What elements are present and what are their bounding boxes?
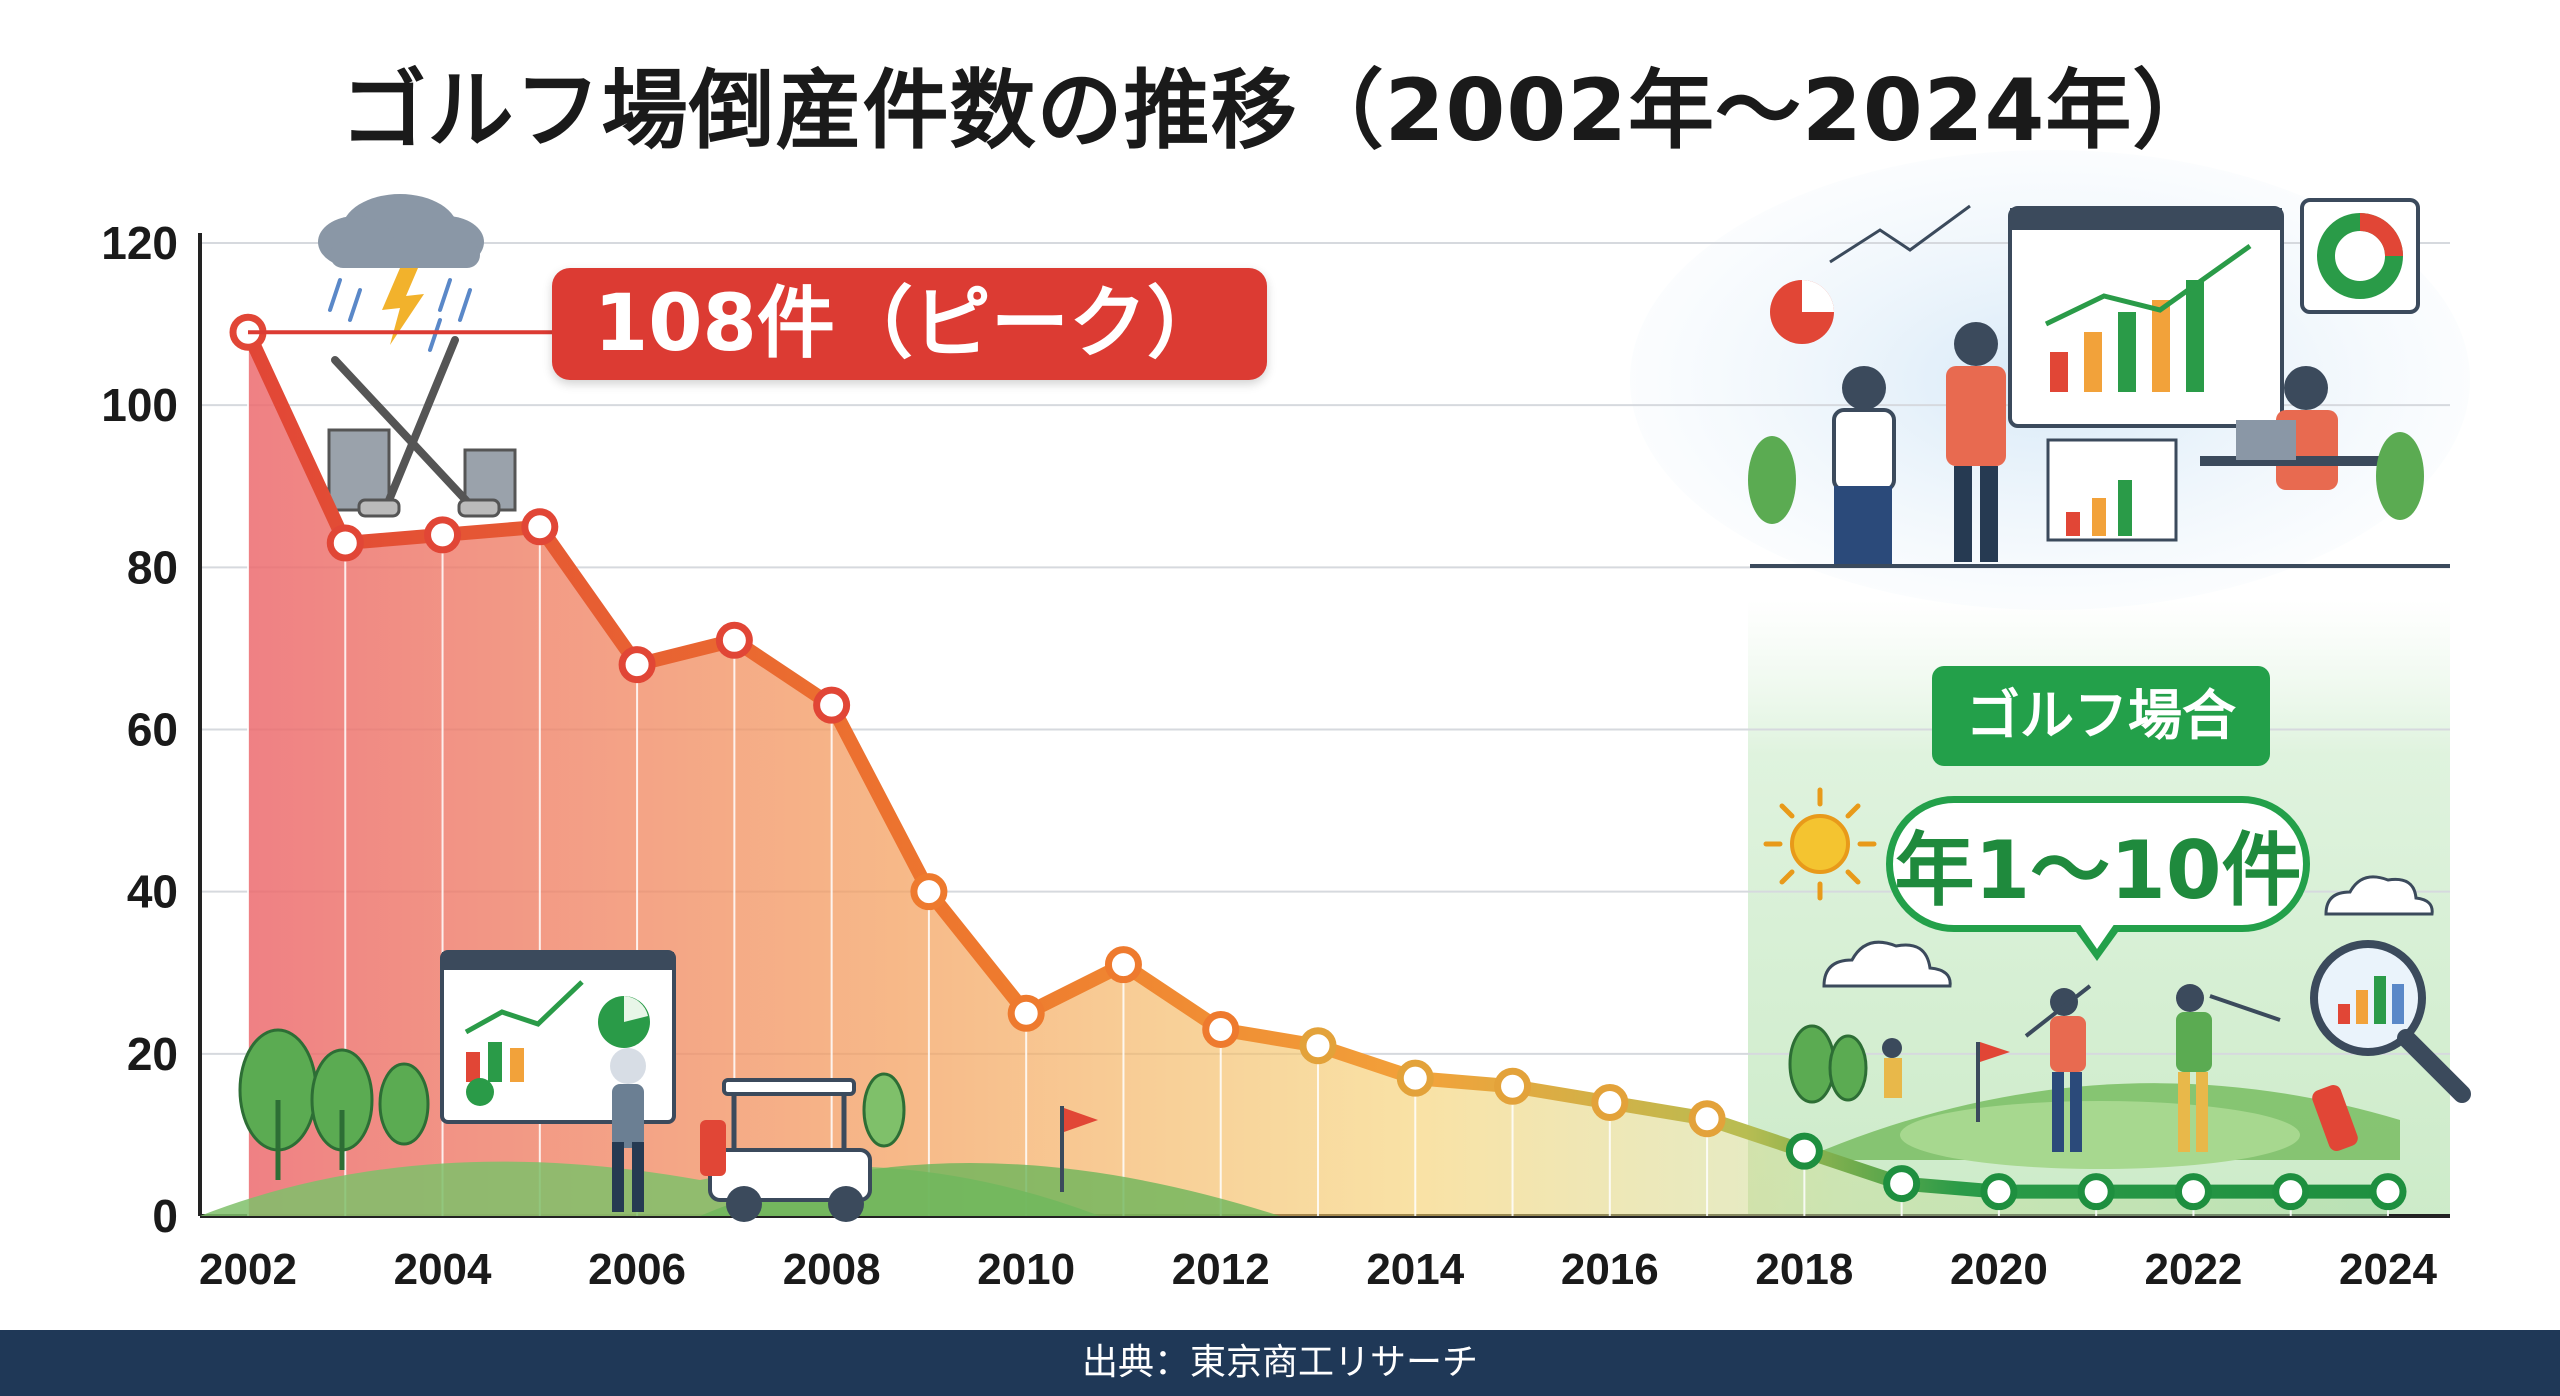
x-tick-label: 2008 bbox=[783, 1245, 881, 1294]
data-point bbox=[2077, 1173, 2115, 1211]
x-tick-label: 2014 bbox=[1366, 1245, 1464, 1294]
data-point bbox=[424, 516, 462, 554]
y-tick-label: 60 bbox=[127, 704, 178, 756]
data-point bbox=[2369, 1173, 2407, 1211]
data-point bbox=[1299, 1027, 1337, 1065]
magnifier-chart-icon bbox=[2310, 940, 2471, 1103]
y-tick-label: 20 bbox=[127, 1028, 178, 1080]
analytics-team-icon bbox=[1748, 198, 2450, 568]
data-point bbox=[1494, 1067, 1532, 1105]
data-point bbox=[1007, 994, 1045, 1032]
area-fill bbox=[248, 332, 2388, 1217]
y-tick-label: 0 bbox=[152, 1190, 178, 1242]
x-axis-ticks: 2002 2004 2006 2008 2010 2012 2014 2016 2018 2020… bbox=[199, 1245, 2437, 1294]
x-tick-label: 2016 bbox=[1561, 1245, 1659, 1294]
x-tick-label: 2018 bbox=[1755, 1245, 1853, 1294]
x-tick-label: 2020 bbox=[1950, 1245, 2048, 1294]
x-tick-label: 2024 bbox=[2339, 1245, 2437, 1294]
source-note: 出典：東京商工リサーチ bbox=[1081, 1342, 1478, 1383]
y-axis-ticks: 0 20 40 60 80 100 120 bbox=[101, 217, 178, 1242]
cloud-decoration bbox=[1822, 875, 2434, 988]
data-point bbox=[1202, 1011, 1240, 1049]
x-tick-label: 2010 bbox=[977, 1245, 1075, 1294]
y-tick-label: 100 bbox=[101, 379, 178, 431]
presentation-board-icon bbox=[440, 950, 676, 1212]
data-point bbox=[910, 873, 948, 911]
data-point bbox=[813, 686, 851, 724]
x-tick-label: 2002 bbox=[199, 1245, 297, 1294]
data-point bbox=[1688, 1100, 1726, 1138]
data-point bbox=[1980, 1173, 2018, 1211]
sun-icon bbox=[1763, 787, 1877, 901]
range-callout: 年1〜10件 bbox=[1886, 796, 2310, 961]
green-zone-label: ゴルフ場合 bbox=[1932, 666, 2270, 766]
golfers-icon bbox=[1882, 984, 2358, 1152]
data-point bbox=[521, 508, 559, 546]
data-point bbox=[1104, 946, 1142, 984]
data-point bbox=[1883, 1165, 1921, 1203]
footer-bar: 出典：東京商工リサーチ bbox=[0, 1330, 2560, 1396]
data-point bbox=[1396, 1059, 1434, 1097]
y-tick-label: 120 bbox=[101, 217, 178, 269]
data-point bbox=[2272, 1173, 2310, 1211]
storm-cloud-icon bbox=[318, 194, 484, 352]
broken-golf-club-icon bbox=[327, 336, 517, 518]
data-point bbox=[2174, 1173, 2212, 1211]
y-tick-label: 40 bbox=[127, 866, 178, 918]
trees-decoration bbox=[238, 1024, 1868, 1180]
data-point bbox=[715, 621, 753, 659]
x-tick-label: 2004 bbox=[394, 1245, 492, 1294]
data-point bbox=[1591, 1083, 1629, 1121]
data-point bbox=[326, 524, 364, 562]
golf-cart-icon bbox=[700, 1078, 872, 1222]
peak-callout: 108件（ピーク） bbox=[552, 268, 1267, 380]
x-tick-label: 2006 bbox=[588, 1245, 686, 1294]
golf-flag-icon bbox=[1060, 1106, 1098, 1192]
y-tick-label: 80 bbox=[127, 541, 178, 593]
data-point bbox=[618, 646, 656, 684]
page-title: ゴルフ場倒産件数の推移（2002年〜2024年） bbox=[340, 61, 2220, 161]
x-tick-label: 2022 bbox=[2145, 1245, 2243, 1294]
data-points bbox=[229, 313, 2407, 1211]
x-tick-label: 2012 bbox=[1172, 1245, 1270, 1294]
data-point bbox=[1785, 1132, 1823, 1170]
